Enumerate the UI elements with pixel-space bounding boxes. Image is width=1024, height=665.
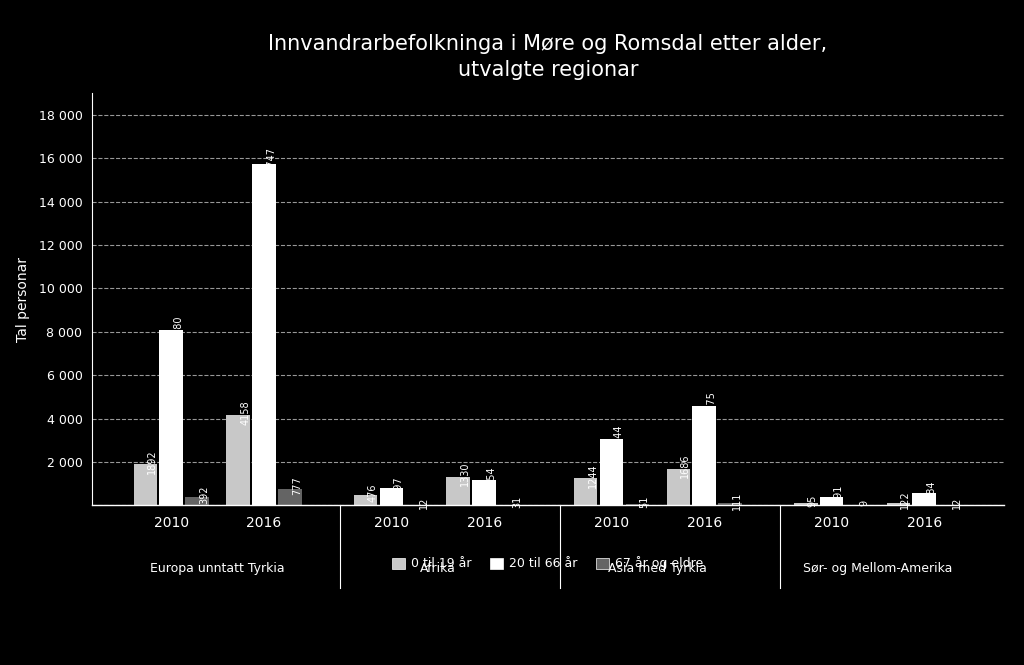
Bar [718, 503, 742, 505]
Text: Sør- og Mellom-Amerika: Sør- og Mellom-Amerika [803, 562, 952, 575]
Text: Asia med Tyrkia: Asia med Tyrkia [608, 562, 708, 575]
Bar [279, 489, 302, 505]
Text: 8080: 8080 [173, 315, 183, 340]
Bar [912, 493, 936, 505]
Text: 3044: 3044 [613, 424, 624, 449]
Text: 391: 391 [834, 485, 844, 503]
Title: Innvandrarbefolkninga i Møre og Romsdal etter alder,
utvalgte regionar: Innvandrarbefolkninga i Møre og Romsdal … [268, 34, 827, 80]
Bar [887, 503, 910, 505]
Text: 1330: 1330 [460, 462, 470, 486]
Text: 111: 111 [732, 491, 742, 509]
Bar [252, 164, 276, 505]
Legend: 0 til 19 år, 20 til 66 år, 67 år og eldre: 0 til 19 år, 20 til 66 år, 67 år og eldr… [387, 551, 709, 575]
Text: 777: 777 [292, 477, 302, 495]
Text: 12: 12 [419, 496, 429, 509]
Text: 51: 51 [639, 495, 649, 508]
Text: 1154: 1154 [486, 465, 496, 490]
Bar [819, 497, 844, 505]
Text: 12: 12 [952, 496, 963, 509]
Text: 4575: 4575 [707, 391, 716, 416]
Bar [472, 480, 496, 505]
Text: 31: 31 [512, 496, 522, 508]
Bar [667, 469, 690, 505]
Text: 797: 797 [393, 476, 403, 495]
Bar [353, 495, 378, 505]
Bar [446, 477, 470, 505]
Bar [600, 440, 624, 505]
Text: 122: 122 [900, 491, 910, 509]
Bar [626, 504, 649, 505]
Bar [226, 415, 250, 505]
Bar [380, 488, 403, 505]
Y-axis label: Tal personar: Tal personar [16, 257, 31, 342]
Bar [692, 406, 716, 505]
Text: 1686: 1686 [680, 454, 690, 478]
Text: 15747: 15747 [266, 146, 276, 177]
Text: 1892: 1892 [147, 450, 158, 474]
Text: 584: 584 [926, 481, 936, 499]
Text: 1244: 1244 [588, 464, 597, 488]
Bar [160, 330, 183, 505]
Text: 4158: 4158 [240, 400, 250, 425]
Text: Europa unntatt Tyrkia: Europa unntatt Tyrkia [151, 562, 285, 575]
Bar [133, 464, 158, 505]
Text: 476: 476 [368, 483, 378, 501]
Bar [185, 497, 209, 505]
Text: 392: 392 [199, 485, 209, 503]
Bar [573, 478, 597, 505]
Text: Afrika: Afrika [420, 562, 456, 575]
Text: 95: 95 [808, 495, 817, 507]
Bar [794, 503, 817, 505]
Text: 9: 9 [859, 499, 869, 505]
